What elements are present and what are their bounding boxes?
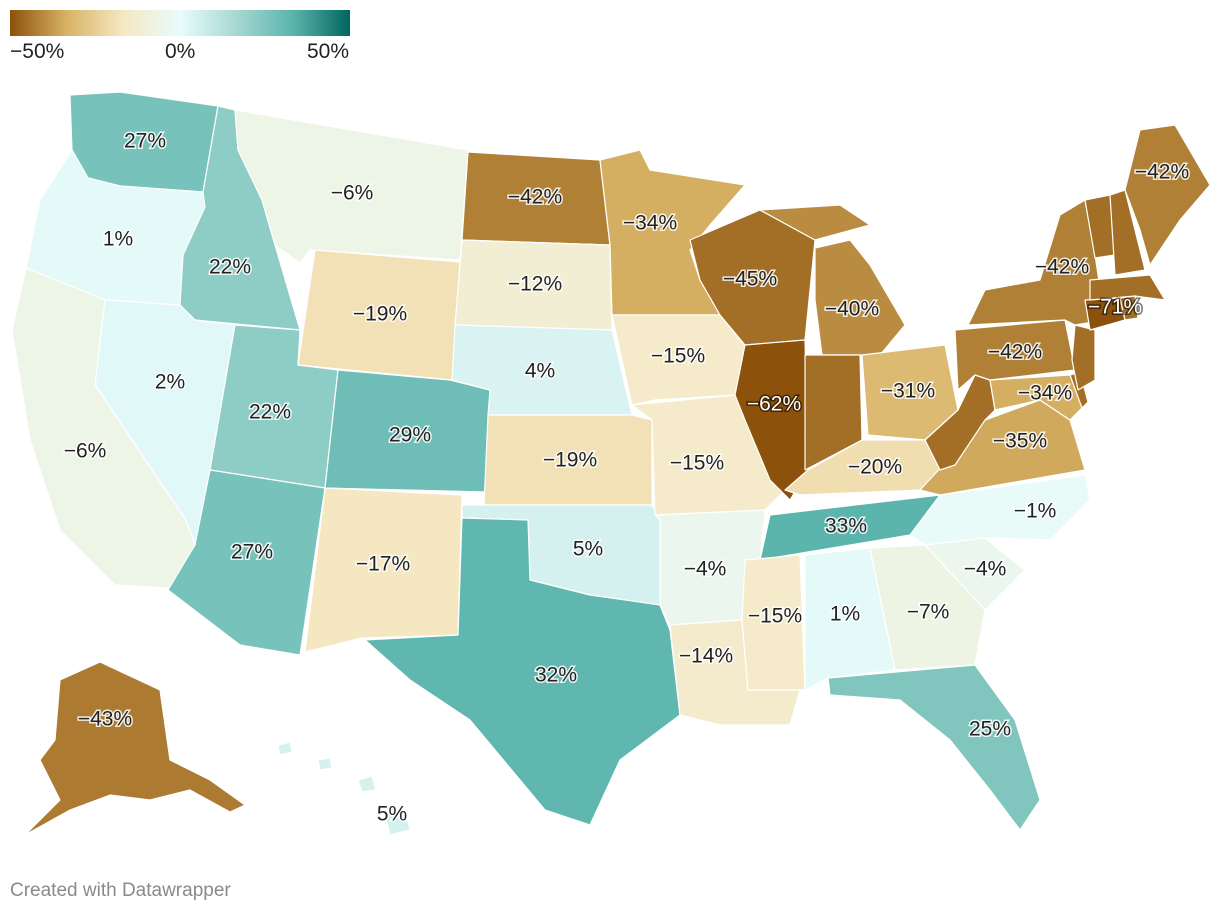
value-label-ny: −42%: [1035, 256, 1089, 279]
value-label-tn: 33%: [825, 515, 867, 538]
state-ak: [24, 661, 246, 836]
value-label-ok: 5%: [573, 538, 603, 561]
value-label-ut: 22%: [249, 401, 291, 424]
state-tx: [364, 517, 681, 826]
value-label-tx: 32%: [535, 664, 577, 687]
legend-tick-min: −50%: [10, 40, 65, 63]
value-label-al: 1%: [830, 603, 860, 626]
state-mi: [759, 204, 906, 356]
value-label-md: −34%: [1018, 382, 1072, 405]
value-label-sd: −12%: [508, 273, 562, 296]
value-label-me: −42%: [1135, 161, 1189, 184]
value-label-ak: −43%: [78, 708, 132, 731]
value-label-nv: 2%: [155, 371, 185, 394]
value-label-la: −14%: [679, 645, 733, 668]
color-legend: −50% 0% 50%: [10, 8, 350, 68]
value-label-pa: −42%: [988, 341, 1042, 364]
value-label-wy: −19%: [353, 303, 407, 326]
value-label-mt: −6%: [331, 182, 374, 205]
value-label-ct: −71%: [1088, 296, 1142, 319]
value-label-or: 1%: [103, 228, 133, 251]
value-label-az: 27%: [231, 541, 273, 564]
value-label-ga: −7%: [907, 601, 950, 624]
state-ma: [1089, 274, 1166, 301]
value-label-wi: −45%: [723, 268, 777, 291]
value-label-ar: −4%: [684, 558, 727, 581]
legend-tick-mid: 0%: [165, 40, 196, 63]
state-fl: [827, 664, 1041, 831]
value-label-co: 29%: [389, 424, 431, 447]
legend-tick-max: 50%: [307, 40, 350, 63]
value-label-nd: −42%: [508, 186, 562, 209]
value-label-mo: −15%: [670, 452, 724, 475]
state-ms: [741, 554, 806, 691]
state-nh: [1109, 189, 1146, 276]
value-label-wa: 27%: [124, 130, 166, 153]
credit-line: Created with Datawrapper: [10, 880, 231, 901]
value-label-mn: −34%: [623, 212, 677, 235]
value-label-va: −35%: [993, 430, 1047, 453]
value-label-ca: −6%: [64, 440, 107, 463]
value-label-nm: −17%: [356, 553, 410, 576]
state-nm: [304, 487, 463, 653]
legend-gradient-bar: [10, 10, 350, 36]
value-label-nc: −1%: [1014, 500, 1057, 523]
value-label-fl: 25%: [969, 718, 1011, 741]
value-label-ne: 4%: [525, 360, 555, 383]
value-label-hi: 5%: [377, 803, 407, 826]
value-label-ky: −20%: [848, 456, 902, 479]
state-nj: [1071, 324, 1096, 391]
state-me: [1124, 124, 1211, 266]
value-label-id: 22%: [209, 256, 251, 279]
value-label-ms: −15%: [748, 605, 802, 628]
state-hi: [277, 741, 411, 836]
state-al: [804, 547, 896, 691]
value-label-ia: −15%: [651, 345, 705, 368]
value-label-oh: −31%: [881, 380, 935, 403]
state-ga: [869, 544, 986, 671]
state-mn: [599, 149, 746, 316]
value-label-sc: −4%: [964, 558, 1007, 581]
value-label-il: −62%: [747, 393, 801, 416]
state-ks: [483, 414, 653, 506]
value-label-mi: −40%: [825, 298, 879, 321]
state-nc: [909, 474, 1091, 546]
value-label-ks: −19%: [543, 449, 597, 472]
